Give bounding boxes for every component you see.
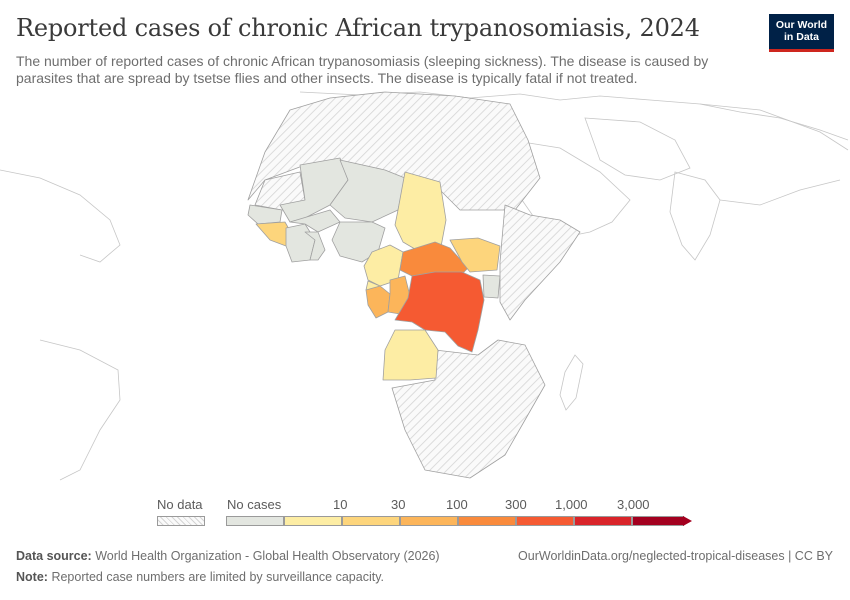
note-text: Reported case numbers are limited by sur…: [51, 570, 384, 584]
country-chad: [394, 171, 447, 253]
legend-tick-100: 100: [446, 497, 468, 512]
country-drc: [394, 271, 485, 353]
chart-subtitle: The number of reported cases of chronic …: [16, 53, 709, 86]
legend-tick-30: 30: [391, 497, 406, 512]
europe-outline: [299, 91, 849, 141]
east-africa-no-data: [499, 204, 581, 321]
country-angola: [382, 329, 439, 381]
americas-outline: [0, 169, 121, 481]
country-south-sudan: [449, 237, 501, 273]
footer-source: Data source: World Health Organization -…: [16, 549, 440, 563]
footer-note: Note: Reported case numbers are limited …: [16, 570, 384, 584]
country-ghana: [304, 231, 326, 261]
logo-line-1: Our World: [775, 19, 828, 31]
legend-no-cases-label: No cases: [227, 497, 282, 512]
legend: No data No cases 10 30 100 300 1,000 3,0…: [0, 497, 850, 537]
logo-line-2: in Data: [783, 31, 819, 43]
iran-outline: [584, 117, 691, 181]
source-label: Data source:: [16, 549, 92, 563]
legend-tick-300: 300: [505, 497, 527, 512]
legend-swatch-10-30: [342, 516, 400, 526]
legend-swatch-100-300: [458, 516, 516, 526]
legend-tick-1000: 1,000: [555, 497, 588, 512]
legend-swatch-30-100: [400, 516, 458, 526]
africa-map: [0, 91, 849, 481]
legend-swatch-300-1000: [516, 516, 574, 526]
legend-arrow-icon: [683, 516, 692, 526]
country-burkina: [289, 209, 341, 233]
country-cameroon: [363, 244, 404, 287]
southern-africa-no-data: [391, 339, 546, 479]
north-africa-no-data: [247, 91, 541, 211]
legend-tick-3000: 3,000: [617, 497, 650, 512]
chart-title: Reported cases of chronic African trypan…: [16, 14, 700, 42]
footer-url[interactable]: OurWorldinData.org/neglected-tropical-di…: [518, 549, 833, 563]
note-label: Note:: [16, 570, 48, 584]
india-outline: [669, 171, 721, 261]
legend-swatch-no-data: [157, 516, 205, 526]
owid-logo[interactable]: Our World in Data: [769, 14, 834, 52]
asia-outline: [699, 103, 849, 206]
legend-tick-10: 10: [333, 497, 348, 512]
legend-swatch-1000-3000: [574, 516, 632, 526]
country-uganda: [482, 274, 501, 299]
world-outlines: [0, 91, 849, 481]
source-text[interactable]: World Health Organization - Global Healt…: [95, 549, 440, 563]
madagascar-outline: [559, 354, 584, 411]
country-gabon: [365, 285, 391, 319]
legend-swatch-1-10: [284, 516, 342, 526]
legend-swatch-3000-plus: [632, 516, 684, 526]
africa-countries: [247, 91, 581, 479]
legend-swatch-no-cases: [226, 516, 284, 526]
legend-no-data-label: No data: [157, 497, 203, 512]
